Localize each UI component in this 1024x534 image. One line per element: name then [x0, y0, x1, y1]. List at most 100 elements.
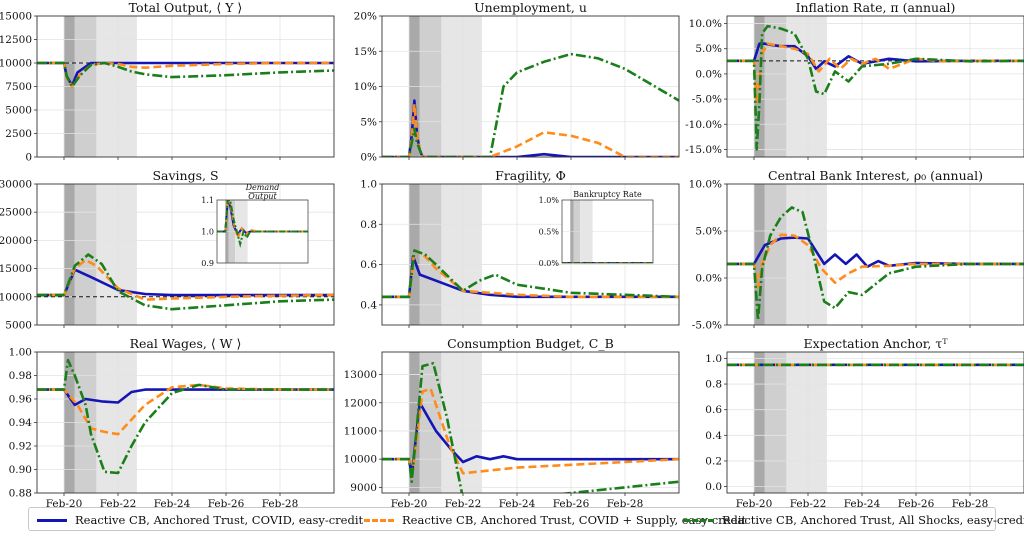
y-tick-label: 10000 [0, 58, 32, 70]
y-tick-label: -5.0% [692, 320, 722, 332]
y-tick-label: 10.0% [689, 179, 722, 191]
y-tick-label: 0% [360, 152, 377, 164]
shock-band-mid [764, 352, 787, 493]
panel-0: Total Output, ⟨ Y ⟩ 0 2500 5000 7500 10000 125… [0, 0, 335, 164]
plot-frame [726, 15, 1024, 158]
legend-swatch-all-shocks [684, 518, 714, 522]
shock-band-light [786, 16, 827, 157]
shock-band-dark [64, 184, 75, 325]
panel-5: Central Bank Interest, ρ₀ (annual) -5.0% 0… [689, 168, 1024, 332]
shock-band-light [441, 184, 482, 325]
plot-frame [381, 15, 680, 158]
panel-8: Expectation Anchor, τᵀ 0.0 0.2 0.4 0.6 0.8 1.0… [705, 336, 1024, 510]
inset-frame [216, 199, 309, 264]
y-tick-label: 10% [354, 81, 377, 93]
y-tick-label: 7500 [5, 81, 32, 93]
legend-swatch-covid [37, 518, 67, 522]
panel-title: Expectation Anchor, τᵀ [804, 336, 949, 351]
plot-frame [36, 351, 335, 494]
legend: Reactive CB, Anchored Trust, COVID, easy… [28, 507, 1024, 531]
series-line-all-shocks [382, 362, 679, 493]
inset-tick-label: 1.0 [201, 228, 214, 237]
y-tick-label: 0.0% [695, 68, 722, 80]
y-tick-label: 0.6 [360, 259, 377, 271]
y-tick-label: 15% [354, 46, 377, 58]
y-tick-label: 5.0% [695, 43, 722, 55]
y-tick-label: 0.98 [9, 370, 32, 382]
inset-title-bottom: Output [248, 192, 277, 201]
inset-tick-label: 1.1 [201, 196, 214, 205]
panel-title: Central Bank Interest, ρ₀ (annual) [768, 168, 983, 183]
y-tick-label: 0 [25, 152, 32, 164]
shock-band-light [786, 352, 827, 493]
legend-label-covid-supply: Reactive CB, Anchored Trust, COVID + Sup… [402, 513, 747, 527]
shock-band-light [786, 184, 827, 325]
panel-4: Fragility, Φ 0.4 0.6 0.8 1.0 [360, 168, 680, 328]
y-tick-label: 10000 [344, 454, 377, 466]
y-tick-label: 0.0% [695, 273, 722, 285]
y-tick-label: 2500 [5, 128, 32, 140]
series-line-covid-supply [382, 249, 679, 299]
panel-1: Unemployment, u 0% 5% 10% 15% 20% [354, 0, 680, 164]
panel-title: Savings, S [152, 168, 218, 183]
legend-label-all-shocks: Reactive CB, Anchored Trust, All Shocks,… [722, 513, 1024, 527]
y-tick-label: 10.0% [689, 18, 722, 30]
panel-title: Consumption Budget, C_B [447, 336, 614, 351]
y-tick-label: 0.8 [360, 219, 377, 231]
y-tick-label: 5000 [5, 320, 32, 332]
plot-frame [726, 351, 1024, 494]
y-tick-label: 30000 [0, 179, 32, 191]
y-tick-label: 25000 [0, 207, 32, 219]
y-tick-label: 0.88 [9, 488, 32, 500]
plot-frame [36, 183, 335, 326]
plot-frame [36, 15, 335, 158]
series-line-all-shocks [37, 253, 334, 311]
y-tick-label: 1.0 [360, 179, 377, 191]
y-tick-label: 5.0% [695, 226, 722, 238]
y-tick-label: -5.0% [692, 94, 722, 106]
panel-title: Fragility, Φ [495, 168, 566, 183]
y-tick-label: 13000 [344, 369, 377, 381]
y-tick-label: 0.4 [360, 299, 377, 311]
shock-band-dark [409, 184, 420, 325]
y-tick-label: 11000 [344, 425, 377, 437]
series-line-all-shocks [382, 249, 679, 299]
inset-tick-label: 1.0% [539, 196, 560, 205]
panel-title: Unemployment, u [474, 0, 587, 15]
y-tick-label: 5% [360, 116, 377, 128]
series-line-all-shocks [727, 206, 1024, 322]
shock-band-mid [764, 16, 787, 157]
series-line-all-shocks [37, 358, 334, 475]
shock-band-mid [419, 184, 442, 325]
series-line-covid-supply [37, 383, 334, 436]
y-tick-label: 20% [354, 11, 377, 23]
legend-swatch-covid-supply [364, 518, 394, 522]
shock-band-dark [409, 352, 420, 493]
inset-tick-label: 0.5% [539, 228, 560, 237]
series-line-covid-supply [37, 61, 334, 88]
shock-band-dark [754, 352, 765, 493]
panel-title: Inflation Rate, π (annual) [796, 0, 956, 15]
legend-label-covid: Reactive CB, Anchored Trust, COVID, easy… [75, 513, 364, 527]
series-line-all-shocks [382, 52, 679, 157]
y-tick-label: 12000 [344, 397, 377, 409]
panel-2: Inflation Rate, π (annual) -15.0% -10.0% -5… [685, 0, 1024, 160]
y-tick-label: -15.0% [685, 144, 722, 156]
y-tick-label: 0.96 [9, 394, 33, 406]
y-tick-label: 0.0 [705, 481, 722, 493]
inset-4: 0.0% 0.5% 1.0% Bankruptcy Rate [539, 190, 654, 268]
y-tick-label: 20000 [0, 235, 32, 247]
inset-series-all-shocks [217, 200, 308, 249]
legend-item-covid-supply: Reactive CB, Anchored Trust, COVID + Sup… [364, 512, 746, 528]
y-tick-label: 9000 [350, 482, 377, 494]
y-tick-label: 15000 [0, 11, 32, 23]
panel-7: Consumption Budget, C_B 9000 10000 11000 120… [344, 336, 680, 510]
panel-6: Real Wages, ⟨ W ⟩ 0.88 0.90 0.92 0.94 0.96 0.9… [9, 336, 335, 510]
panel-3: Savings, S 5000 10000 15000 20000 25000 30000 [0, 168, 335, 332]
series-line-all-shocks [37, 61, 334, 88]
y-tick-label: 5000 [5, 105, 32, 117]
inset-frame [561, 199, 654, 264]
legend-item-covid: Reactive CB, Anchored Trust, COVID, easy… [37, 512, 363, 528]
